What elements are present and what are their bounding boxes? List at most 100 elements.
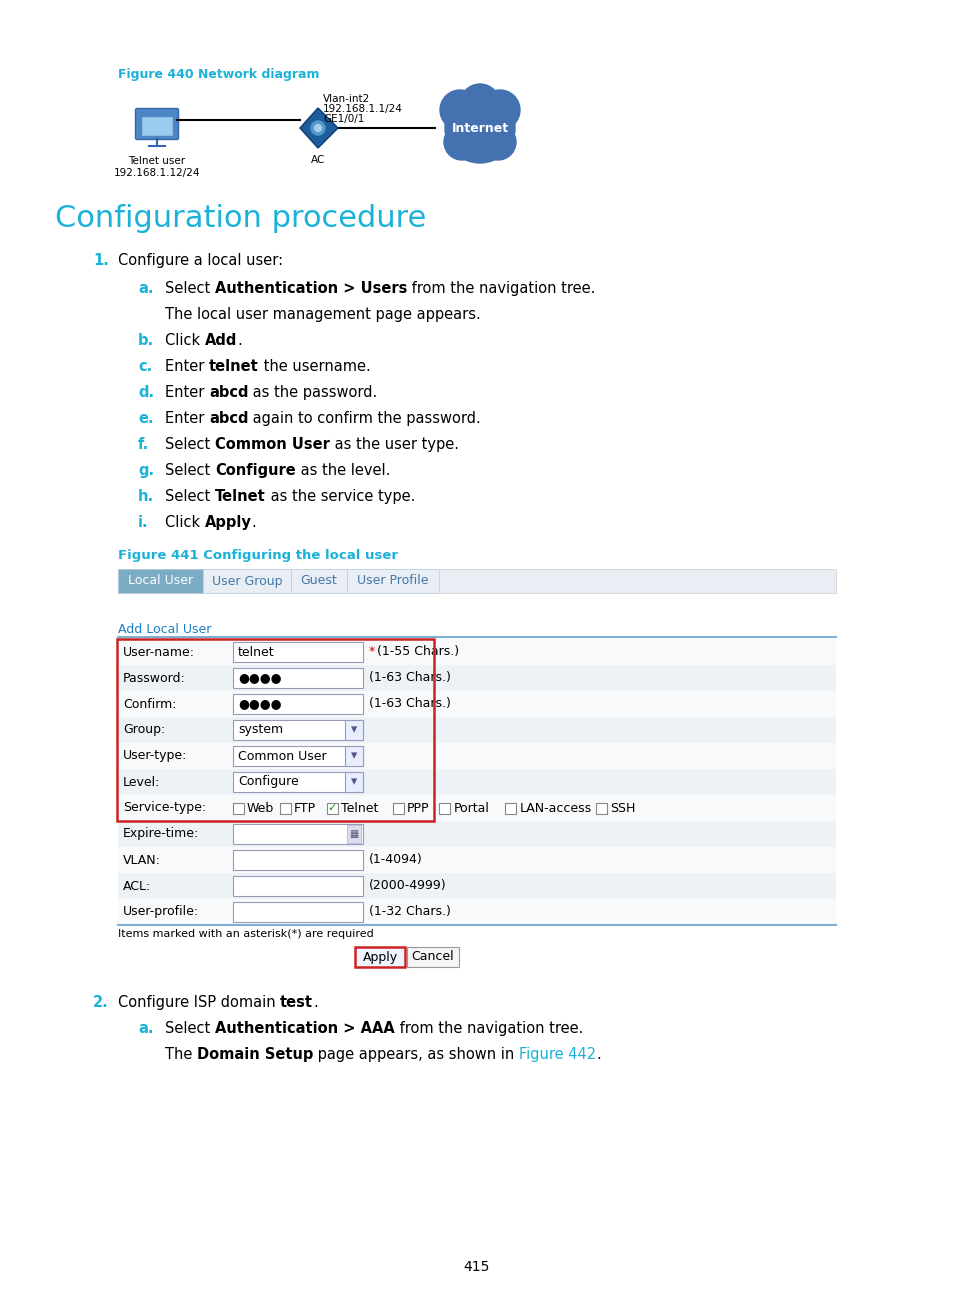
FancyBboxPatch shape xyxy=(233,772,363,792)
Text: 415: 415 xyxy=(463,1260,490,1274)
FancyBboxPatch shape xyxy=(291,569,347,594)
Circle shape xyxy=(479,89,519,130)
Text: Cancel: Cancel xyxy=(412,950,454,963)
Text: c.: c. xyxy=(138,359,152,375)
Text: Click: Click xyxy=(165,333,205,349)
Text: Enter: Enter xyxy=(165,411,209,426)
Text: Figure 442: Figure 442 xyxy=(518,1047,596,1061)
Circle shape xyxy=(311,121,325,135)
Text: Group:: Group: xyxy=(123,723,165,736)
Text: User Profile: User Profile xyxy=(356,574,428,587)
Text: Common User: Common User xyxy=(214,437,330,452)
FancyBboxPatch shape xyxy=(118,874,835,899)
Text: Domain Setup: Domain Setup xyxy=(196,1047,313,1061)
Text: LAN-access: LAN-access xyxy=(518,801,591,814)
Text: Telnet: Telnet xyxy=(340,801,377,814)
Circle shape xyxy=(439,89,479,130)
Circle shape xyxy=(314,124,321,131)
Text: a.: a. xyxy=(138,281,153,295)
FancyBboxPatch shape xyxy=(118,665,835,691)
Text: abcd: abcd xyxy=(209,411,248,426)
Text: Confirm:: Confirm: xyxy=(123,697,176,710)
Text: the username.: the username. xyxy=(258,359,370,375)
Text: Password:: Password: xyxy=(123,671,186,684)
Text: Configure a local user:: Configure a local user: xyxy=(118,253,283,268)
Circle shape xyxy=(443,124,479,159)
FancyBboxPatch shape xyxy=(505,802,516,814)
Text: ▾: ▾ xyxy=(351,749,356,762)
FancyBboxPatch shape xyxy=(118,691,835,717)
Text: ●●●●: ●●●● xyxy=(237,671,281,684)
FancyBboxPatch shape xyxy=(355,947,405,967)
Text: Figure 440 Network diagram: Figure 440 Network diagram xyxy=(118,67,319,80)
FancyBboxPatch shape xyxy=(118,639,835,665)
Text: Enter: Enter xyxy=(165,385,209,400)
Text: from the navigation tree.: from the navigation tree. xyxy=(395,1021,582,1036)
FancyBboxPatch shape xyxy=(118,794,835,820)
Text: Web: Web xyxy=(247,801,274,814)
Text: b.: b. xyxy=(138,333,154,349)
Text: Select: Select xyxy=(165,281,214,295)
Text: Configure: Configure xyxy=(237,775,298,788)
Text: Enter: Enter xyxy=(165,359,209,375)
Text: Add Local User: Add Local User xyxy=(118,623,212,636)
Text: ●●●●: ●●●● xyxy=(237,697,281,710)
Text: (1-4094): (1-4094) xyxy=(369,854,422,867)
Text: Configuration procedure: Configuration procedure xyxy=(55,203,426,233)
Text: Configure ISP domain: Configure ISP domain xyxy=(118,995,280,1010)
FancyBboxPatch shape xyxy=(233,850,363,870)
FancyBboxPatch shape xyxy=(118,820,835,848)
FancyBboxPatch shape xyxy=(233,902,363,921)
FancyBboxPatch shape xyxy=(142,117,172,135)
Text: Configure: Configure xyxy=(214,463,295,478)
Text: Expire-time:: Expire-time: xyxy=(123,828,199,841)
FancyBboxPatch shape xyxy=(118,848,835,874)
Text: Click: Click xyxy=(165,515,205,530)
Text: 2.: 2. xyxy=(92,995,109,1010)
Text: Authentication > AAA: Authentication > AAA xyxy=(214,1021,395,1036)
Text: The local user management page appears.: The local user management page appears. xyxy=(165,307,480,321)
Text: 1.: 1. xyxy=(92,253,109,268)
Text: User Group: User Group xyxy=(212,574,282,587)
Circle shape xyxy=(459,84,499,124)
FancyBboxPatch shape xyxy=(347,569,438,594)
Text: .: . xyxy=(596,1047,600,1061)
Text: ▦: ▦ xyxy=(349,829,358,839)
Text: ✓: ✓ xyxy=(327,804,336,813)
FancyBboxPatch shape xyxy=(233,824,363,844)
Text: Select: Select xyxy=(165,1021,214,1036)
FancyBboxPatch shape xyxy=(233,642,363,662)
Text: GE1/0/1: GE1/0/1 xyxy=(323,114,364,124)
Text: g.: g. xyxy=(138,463,154,478)
Text: Level:: Level: xyxy=(123,775,160,788)
Text: Guest: Guest xyxy=(300,574,337,587)
Text: again to confirm the password.: again to confirm the password. xyxy=(248,411,480,426)
Text: 192.168.1.1/24: 192.168.1.1/24 xyxy=(323,104,402,114)
Text: User-profile:: User-profile: xyxy=(123,906,199,919)
Text: User-type:: User-type: xyxy=(123,749,187,762)
Text: Select: Select xyxy=(165,489,214,504)
Text: FTP: FTP xyxy=(294,801,315,814)
Text: from the navigation tree.: from the navigation tree. xyxy=(407,281,595,295)
Text: telnet: telnet xyxy=(237,645,274,658)
Text: a.: a. xyxy=(138,1021,153,1036)
FancyBboxPatch shape xyxy=(407,947,458,967)
Text: Authentication > Users: Authentication > Users xyxy=(214,281,407,295)
FancyBboxPatch shape xyxy=(233,721,363,740)
FancyBboxPatch shape xyxy=(135,109,178,140)
FancyBboxPatch shape xyxy=(233,746,363,766)
Text: Add: Add xyxy=(205,333,237,349)
Text: The: The xyxy=(165,1047,196,1061)
Text: Vlan-int2: Vlan-int2 xyxy=(323,95,370,104)
FancyBboxPatch shape xyxy=(118,569,203,594)
Text: h.: h. xyxy=(138,489,154,504)
Circle shape xyxy=(479,124,516,159)
Text: Local User: Local User xyxy=(128,574,193,587)
Text: as the password.: as the password. xyxy=(248,385,377,400)
Text: d.: d. xyxy=(138,385,154,400)
Text: system: system xyxy=(237,723,283,736)
Text: Select: Select xyxy=(165,437,214,452)
Text: page appears, as shown in: page appears, as shown in xyxy=(313,1047,518,1061)
Text: ACL:: ACL: xyxy=(123,880,152,893)
Text: *: * xyxy=(369,645,375,658)
